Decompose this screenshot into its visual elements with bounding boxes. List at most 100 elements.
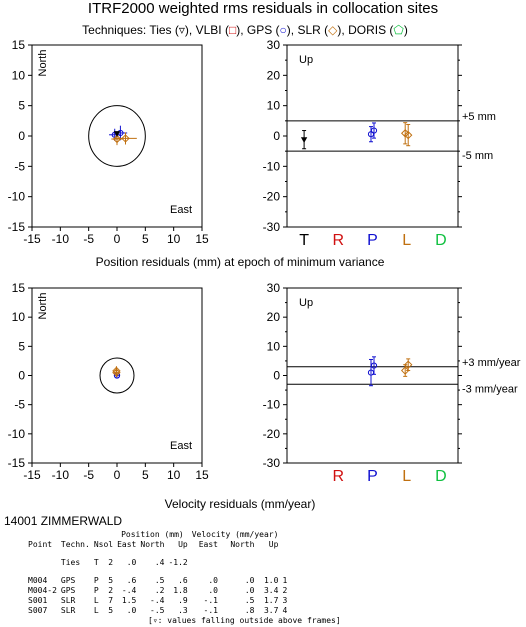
up-label: Up bbox=[299, 297, 313, 309]
bound-label: +3 mm/year bbox=[462, 357, 521, 369]
legend-symbol-icon: ◇ bbox=[328, 23, 338, 37]
y-tick-label: -5 bbox=[14, 398, 25, 412]
slr-point bbox=[112, 366, 121, 376]
slr-point bbox=[121, 134, 130, 143]
legend-suffix: ), bbox=[337, 23, 348, 37]
east-label: East bbox=[170, 440, 192, 452]
table-cell: SLR bbox=[60, 606, 76, 615]
table-cell-code: P bbox=[93, 586, 99, 595]
legend-suffix: ) bbox=[404, 23, 408, 37]
x-tick-label: 15 bbox=[195, 232, 209, 246]
y-tick-label: 0 bbox=[273, 129, 280, 143]
table-cell: P 2 bbox=[94, 586, 117, 596]
x-tick-label: -15 bbox=[23, 468, 41, 482]
x-tick-label: 15 bbox=[195, 468, 209, 482]
site-name: 14001 ZIMMERWALD bbox=[4, 514, 123, 528]
y-tick-label: -15 bbox=[8, 220, 26, 234]
y-tick-label: 20 bbox=[267, 68, 281, 82]
category-label: D bbox=[435, 232, 447, 249]
position-horizontal-panel: -15 -10 -5 0 5 10 15 -15 -10 -5 0 5 10 15 North East bbox=[8, 38, 209, 246]
table-cell: .5 bbox=[244, 596, 255, 605]
north-label: North bbox=[37, 293, 49, 320]
table-cell: -.4 bbox=[150, 596, 165, 605]
position-group-header: Position (mm) bbox=[121, 530, 184, 539]
x-tick-label: 0 bbox=[114, 468, 121, 482]
table-cell: SLR bbox=[60, 596, 76, 605]
category-label: P bbox=[367, 468, 378, 485]
tolerance-circle bbox=[99, 357, 135, 394]
category-label: R bbox=[333, 232, 345, 249]
legend-symbol-icon: □ bbox=[229, 23, 236, 37]
table-cell: GPS bbox=[60, 576, 76, 585]
table-cell: .6 bbox=[126, 576, 137, 585]
table-cell: .9 bbox=[178, 596, 188, 605]
col-header: Up bbox=[178, 540, 188, 549]
legend-label: GPS ( bbox=[247, 23, 280, 37]
residuals-table: Position (mm) Velocity (mm/year) Point T… bbox=[28, 530, 291, 616]
slr-point bbox=[112, 134, 122, 144]
x-tick-label: -10 bbox=[52, 232, 70, 246]
ties-point bbox=[300, 137, 308, 143]
table-cell: 3 bbox=[282, 596, 288, 605]
plot-frame bbox=[286, 287, 459, 464]
table-cell: .3 bbox=[178, 606, 188, 615]
x-tick-label: -10 bbox=[52, 468, 70, 482]
table-cell: .6 bbox=[178, 576, 188, 585]
table-cell: 1.7 bbox=[263, 596, 279, 605]
y-tick-label: 10 bbox=[12, 310, 26, 324]
bound-label: +5 mm bbox=[462, 111, 496, 123]
gps-point bbox=[370, 127, 378, 134]
table-cell: GPS bbox=[60, 586, 76, 595]
table-cell: Ties bbox=[60, 558, 81, 567]
category-label: R bbox=[333, 468, 345, 485]
legend-label: DORIS ( bbox=[348, 23, 393, 37]
techniques-legend: Techniques: Ties (▿), VLBI (□), GPS (○),… bbox=[82, 23, 408, 37]
table-cell: -.5 bbox=[150, 606, 165, 615]
legend-label: VLBI ( bbox=[196, 23, 229, 37]
chart-title: ITRF2000 weighted rms residuals in collo… bbox=[88, 0, 438, 17]
table-cell: 1 bbox=[282, 576, 288, 585]
y-tick-label: 5 bbox=[18, 339, 25, 353]
col-header: Nsol bbox=[93, 540, 114, 549]
y-tick-label: 30 bbox=[267, 281, 281, 295]
table-cell: 2 bbox=[282, 586, 288, 595]
velocity-horizontal-panel: -15 -10 -5 0 5 10 15 -15 -10 -5 0 5 10 15 North East bbox=[8, 281, 209, 482]
x-tick-label: -15 bbox=[23, 232, 41, 246]
category-label: L bbox=[402, 232, 411, 249]
table-row: S007 SLR L 5 .0 -.5 .3 -.1 .8 3.7 4 bbox=[28, 606, 291, 616]
category-label: D bbox=[435, 468, 447, 485]
y-tick-label: -10 bbox=[8, 427, 26, 441]
gps-point bbox=[370, 362, 378, 369]
table-cell: 1.5 bbox=[121, 596, 137, 605]
x-tick-label: 10 bbox=[167, 232, 181, 246]
velocity-group-header: Velocity (mm/year) bbox=[191, 530, 279, 539]
table-cell: M004 bbox=[28, 576, 48, 585]
y-tick-label: -20 bbox=[263, 190, 281, 204]
y-tick-label: 15 bbox=[12, 38, 26, 52]
y-tick-label: 0 bbox=[18, 129, 25, 143]
y-tick-label: 10 bbox=[267, 339, 281, 353]
bound-label: -3 mm/year bbox=[462, 383, 518, 395]
legend-suffix: ), bbox=[287, 23, 298, 37]
legend-label: Ties ( bbox=[149, 23, 179, 37]
table-cell-nsol: 2 bbox=[108, 586, 114, 595]
x-tick-label: 10 bbox=[167, 468, 181, 482]
y-tick-label: 10 bbox=[12, 68, 26, 82]
table-cell: 3.7 bbox=[263, 606, 279, 615]
tolerance-circle bbox=[88, 105, 146, 167]
table-cell-nsol: 5 bbox=[108, 576, 114, 585]
table-cell: M004-2 bbox=[28, 586, 57, 595]
table-cell-nsol: 2 bbox=[108, 558, 114, 567]
y-tick-label: -5 bbox=[14, 159, 25, 173]
y-tick-label: -20 bbox=[263, 427, 281, 441]
table-cell: 3.4 bbox=[263, 586, 279, 595]
y-tick-label: 0 bbox=[18, 369, 25, 383]
velocity-caption: Velocity residuals (mm/year) bbox=[165, 497, 316, 511]
bound-label: -5 mm bbox=[462, 150, 493, 162]
col-header: North bbox=[230, 540, 255, 549]
x-tick-label: 5 bbox=[142, 232, 149, 246]
legend-prefix: Techniques: bbox=[82, 23, 149, 37]
table-cell: S001 bbox=[28, 596, 48, 605]
table-cell: .0 bbox=[208, 576, 218, 585]
